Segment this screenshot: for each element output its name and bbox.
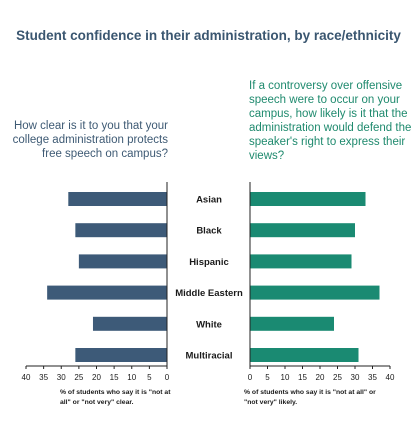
left-tick-label: 30 (57, 373, 66, 382)
right-bar-black (250, 223, 355, 238)
left-tick-label: 5 (147, 373, 152, 382)
left-bar-asian (68, 192, 167, 206)
category-label: Black (196, 226, 222, 237)
left-bar-black (75, 223, 167, 238)
right-bar-hispanic (250, 254, 352, 269)
right-tick-label: 0 (248, 373, 253, 382)
left-tick-label: 15 (110, 373, 119, 382)
left-tick-label: 20 (92, 373, 101, 382)
right-tick-label: 40 (386, 373, 395, 382)
right-tick-label: 35 (368, 373, 377, 382)
category-label: Asian (196, 195, 222, 206)
right-tick-label: 5 (265, 373, 270, 382)
right-tick-label: 15 (298, 373, 307, 382)
left-question: How clear is it to you that your college… (12, 120, 168, 160)
category-label: White (196, 319, 222, 330)
left-bar-white (92, 316, 167, 331)
right-bar-asian (250, 192, 366, 206)
right-bar-middle-eastern (250, 285, 380, 300)
right-bar-multiracial (250, 348, 359, 362)
right-axis-note: % of students who say it is "not at all"… (244, 389, 376, 406)
left-bar-hispanic (78, 254, 167, 269)
left-tick-label: 40 (22, 373, 31, 382)
left-tick-label: 35 (39, 373, 48, 382)
right-question: If a controversy over offensive speech w… (249, 80, 412, 162)
category-label: Middle Eastern (175, 288, 243, 299)
left-tick-label: 25 (74, 373, 83, 382)
category-label: Hispanic (189, 257, 229, 268)
left-tick-label: 0 (165, 373, 170, 382)
left-axis-note: % of students who say it is "not at all"… (60, 389, 171, 406)
category-label: Multiracial (186, 351, 233, 362)
right-tick-label: 30 (351, 373, 360, 382)
right-tick-label: 25 (333, 373, 342, 382)
right-bar-white (250, 316, 334, 331)
right-tick-label: 20 (316, 373, 325, 382)
left-bar-multiracial (75, 348, 167, 362)
left-tick-label: 10 (127, 373, 136, 382)
chart-title: Student confidence in their administrati… (16, 28, 401, 43)
left-bar-middle-eastern (47, 285, 167, 300)
right-tick-label: 10 (281, 373, 290, 382)
